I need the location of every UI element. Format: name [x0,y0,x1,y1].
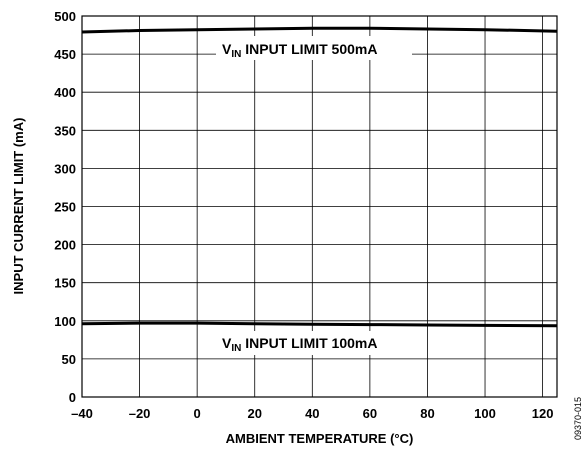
x-tick-label: 60 [363,406,377,421]
annotation-500ma: VIN INPUT LIMIT 500mA [222,41,377,60]
y-tick-label: 250 [54,200,76,215]
x-tick-label: –20 [129,406,151,421]
series-line-0 [81,26,558,34]
x-tick-label: 20 [247,406,261,421]
x-tick-label: 40 [305,406,319,421]
annotation-500ma-background [216,36,412,60]
y-tick-label: 350 [54,123,76,138]
x-tick-label: 100 [474,406,496,421]
x-tick-label: –40 [71,406,93,421]
x-axis-title: AMBIENT TEMPERATURE (°C) [226,431,414,446]
annotation-500ma-subscript: IN [231,49,241,60]
series-line-1 [81,321,558,328]
y-tick-label: 50 [62,352,76,367]
figure-id: 09370-015 [573,397,583,440]
annotations: VIN INPUT LIMIT 500mA VIN INPUT LIMIT 10… [216,36,412,355]
grid [81,15,557,398]
y-tick-label: 150 [54,276,76,291]
annotation-100ma: VIN INPUT LIMIT 100mA [222,335,377,354]
x-tick-label: 80 [420,406,434,421]
y-tick-label: 0 [69,390,76,405]
y-axis-title: INPUT CURRENT LIMIT (mA) [11,118,26,295]
annotation-100ma-text: INPUT LIMIT 100mA [241,335,377,351]
y-tick-label: 400 [54,85,76,100]
series-layer [81,26,558,328]
x-tick-label: 0 [194,406,201,421]
tick-labels: –40 –20 0 20 40 60 80 100 120 0 50 100 150 200 250 300 3… [54,9,553,421]
annotation-500ma-text: INPUT LIMIT 500mA [241,41,377,57]
y-tick-label: 100 [54,314,76,329]
x-tick-label: 120 [532,406,554,421]
y-tick-label: 450 [54,47,76,62]
annotation-100ma-subscript: IN [231,343,241,354]
annotation-100ma-v: V [222,335,232,351]
plot-frame [81,15,558,398]
y-tick-label: 300 [54,161,76,176]
annotation-100ma-background [216,331,412,355]
y-tick-label: 500 [54,9,76,24]
annotation-500ma-v: V [222,41,232,57]
y-tick-label: 200 [54,238,76,253]
